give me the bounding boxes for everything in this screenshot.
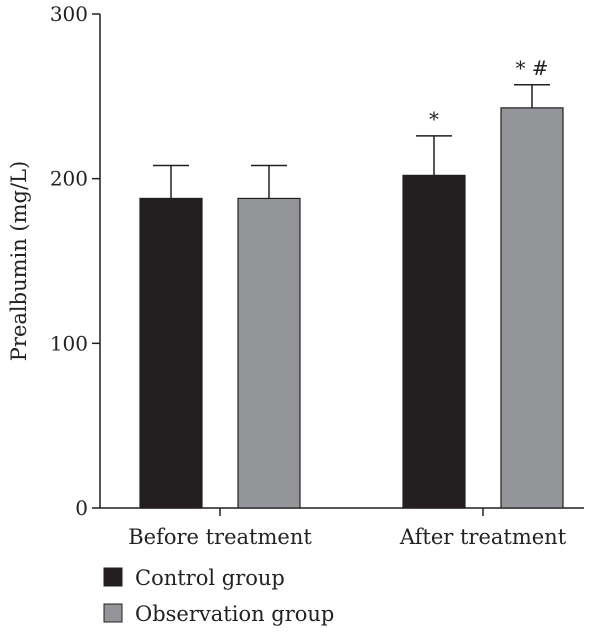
legend: Control group Observation group — [103, 566, 334, 626]
y-axis: 0 100 200 300 — [50, 2, 101, 520]
y-tick-label: 300 — [50, 2, 88, 26]
legend-swatch — [103, 603, 123, 623]
bar — [402, 174, 466, 509]
x-category-label: Before treatment — [128, 525, 312, 549]
legend-item: Control group — [103, 566, 285, 590]
annotations: * * # — [429, 56, 549, 131]
error-bar — [514, 84, 550, 108]
legend-label: Observation group — [135, 602, 334, 626]
x-category-label: After treatment — [399, 525, 567, 549]
legend-item: Observation group — [103, 602, 334, 626]
error-bars — [153, 84, 550, 199]
y-tick-label: 100 — [50, 331, 88, 355]
significance-marker: * # — [515, 56, 548, 80]
y-tick-label: 200 — [50, 167, 88, 191]
error-bar — [416, 135, 452, 176]
significance-marker: * — [429, 107, 439, 131]
bar — [237, 197, 301, 509]
legend-swatch — [103, 567, 123, 587]
bar — [500, 107, 564, 509]
bar — [139, 197, 203, 509]
x-axis: Before treatment After treatment — [100, 507, 584, 549]
legend-label: Control group — [135, 566, 285, 590]
y-tick-label: 0 — [75, 496, 88, 520]
error-bar — [153, 164, 189, 199]
y-axis-title: Prealbumin (mg/L) — [7, 161, 31, 361]
error-bar — [251, 164, 287, 199]
bars — [139, 107, 564, 509]
